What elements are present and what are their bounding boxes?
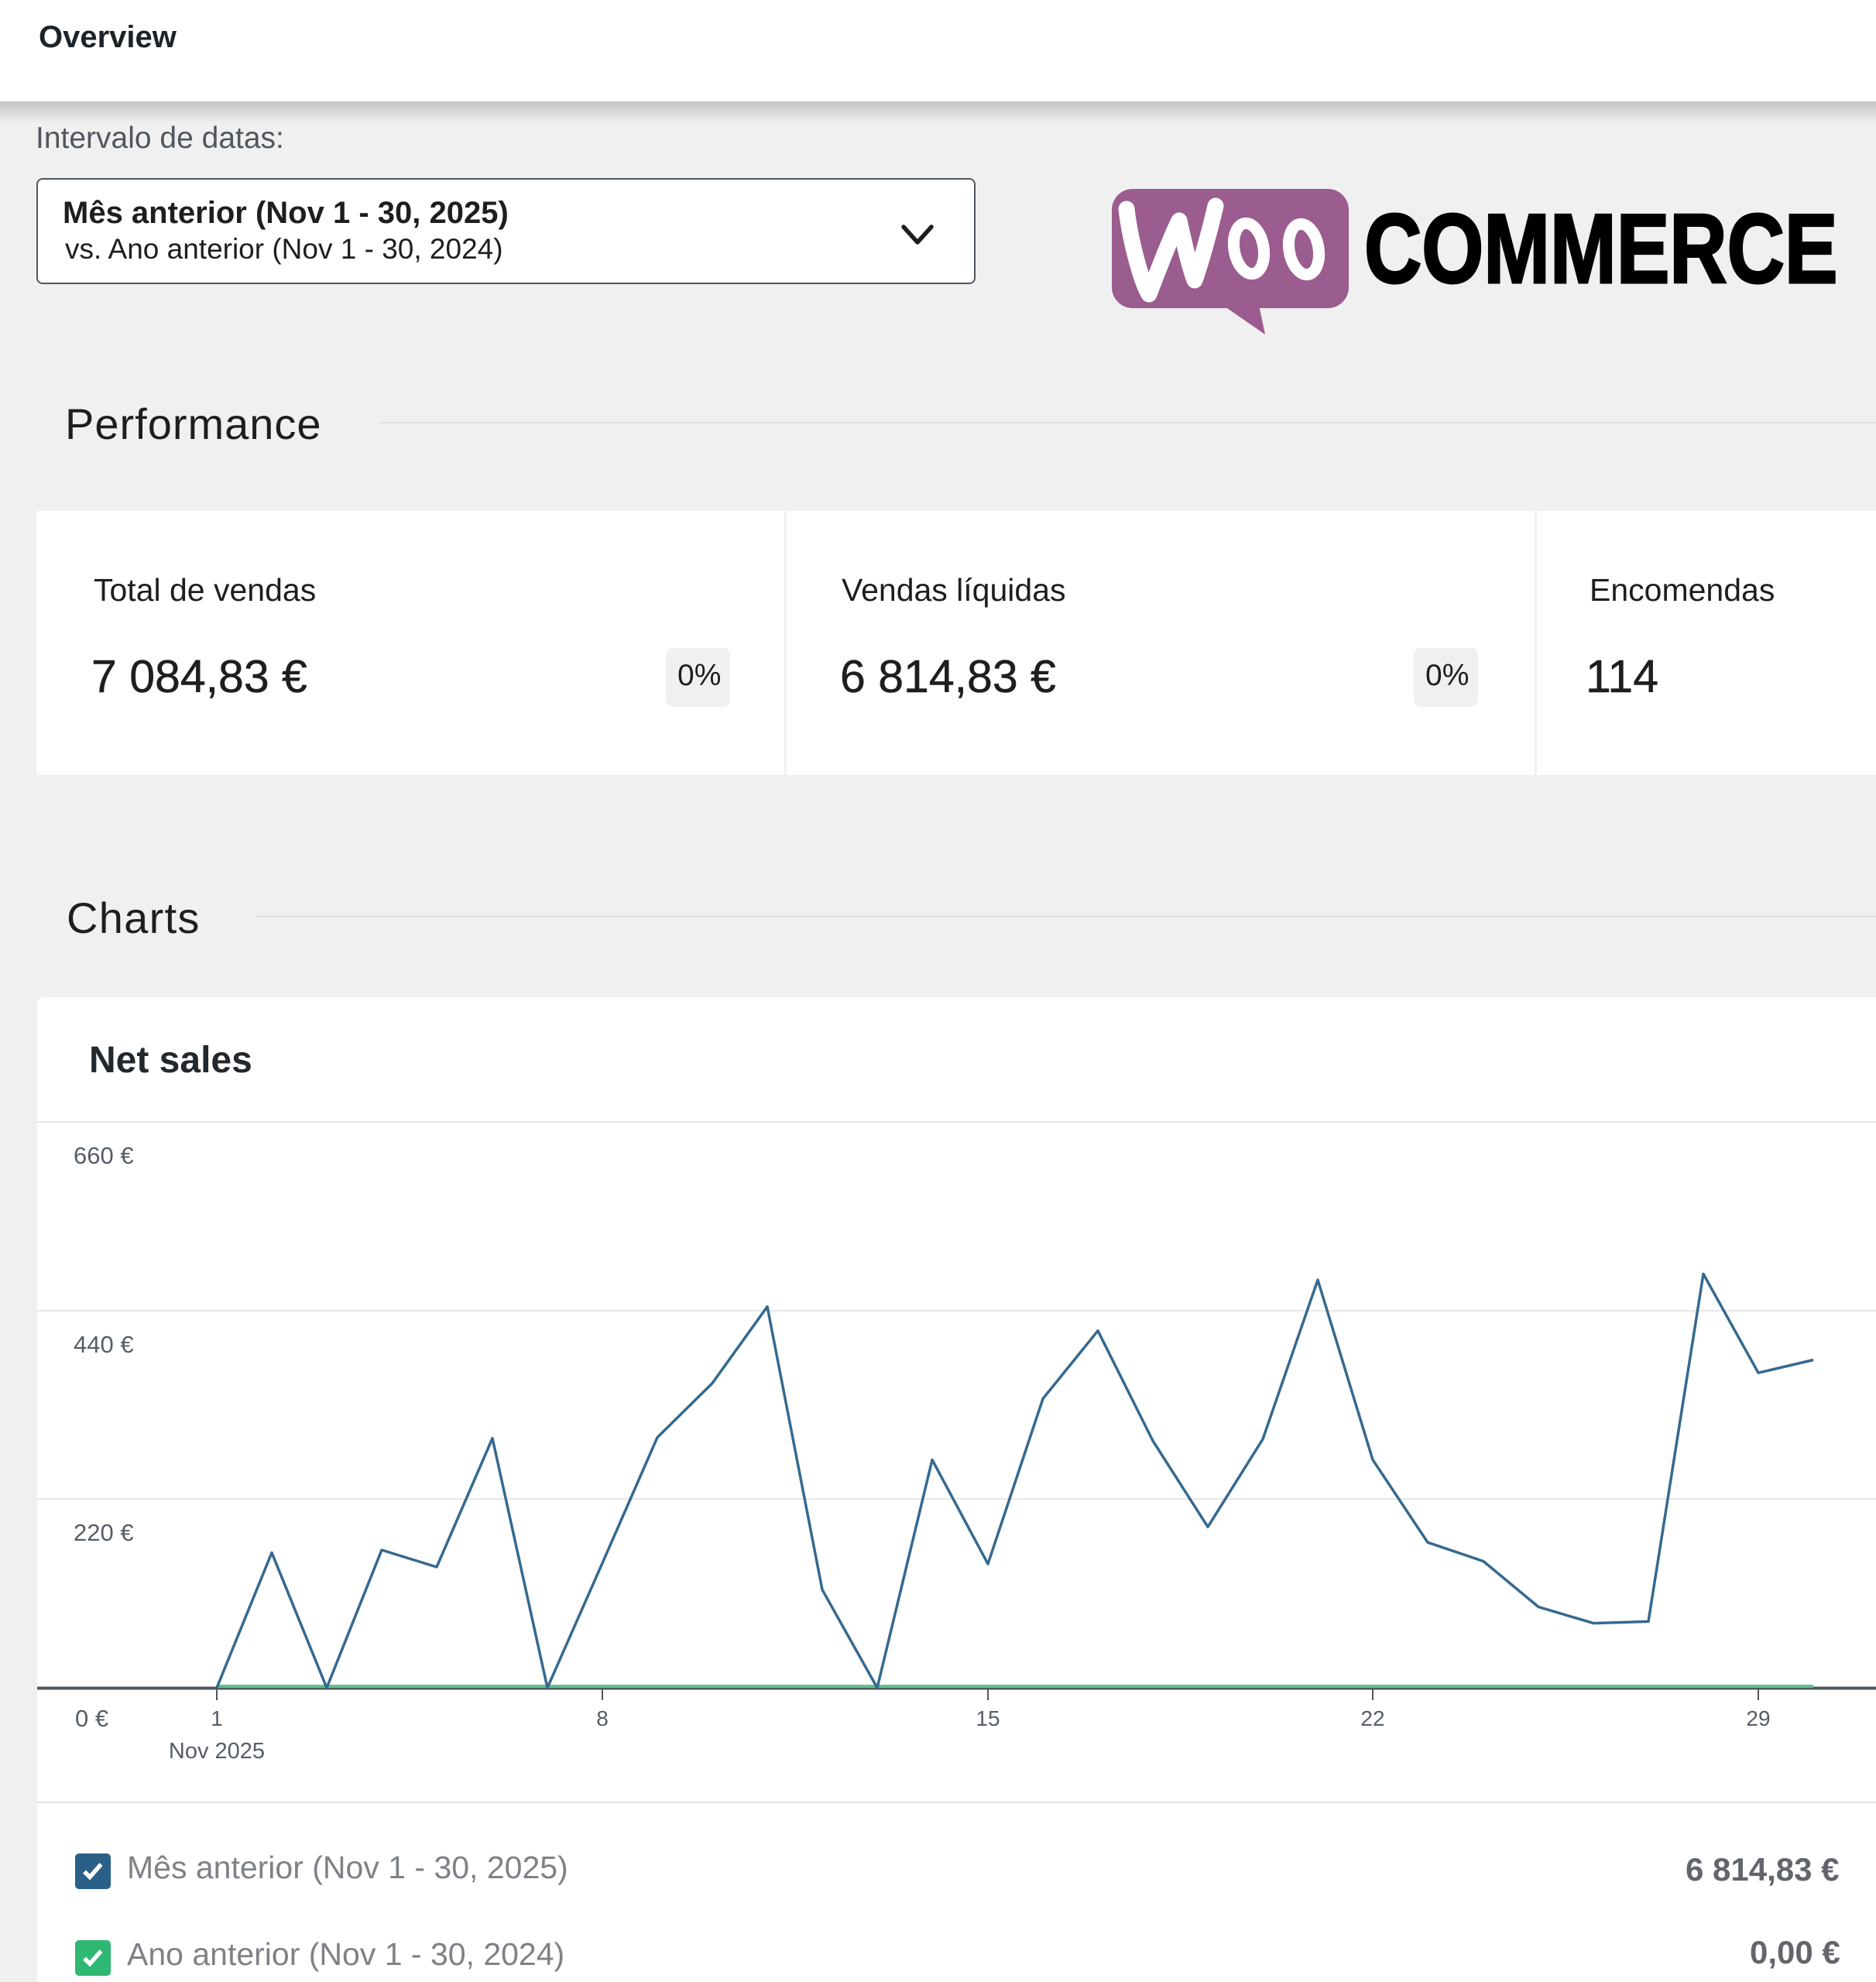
svg-text:Nov 2025: Nov 2025 (169, 1739, 265, 1764)
svg-text:0 €: 0 € (75, 1705, 108, 1732)
svg-text:22: 22 (1360, 1706, 1384, 1730)
svg-text:660 €: 660 € (74, 1142, 134, 1169)
svg-text:220 €: 220 € (74, 1519, 134, 1546)
svg-text:8: 8 (596, 1706, 609, 1730)
svg-text:440 €: 440 € (74, 1331, 134, 1358)
svg-text:29: 29 (1746, 1706, 1770, 1730)
svg-text:1: 1 (211, 1706, 223, 1730)
svg-text:15: 15 (976, 1706, 1000, 1730)
